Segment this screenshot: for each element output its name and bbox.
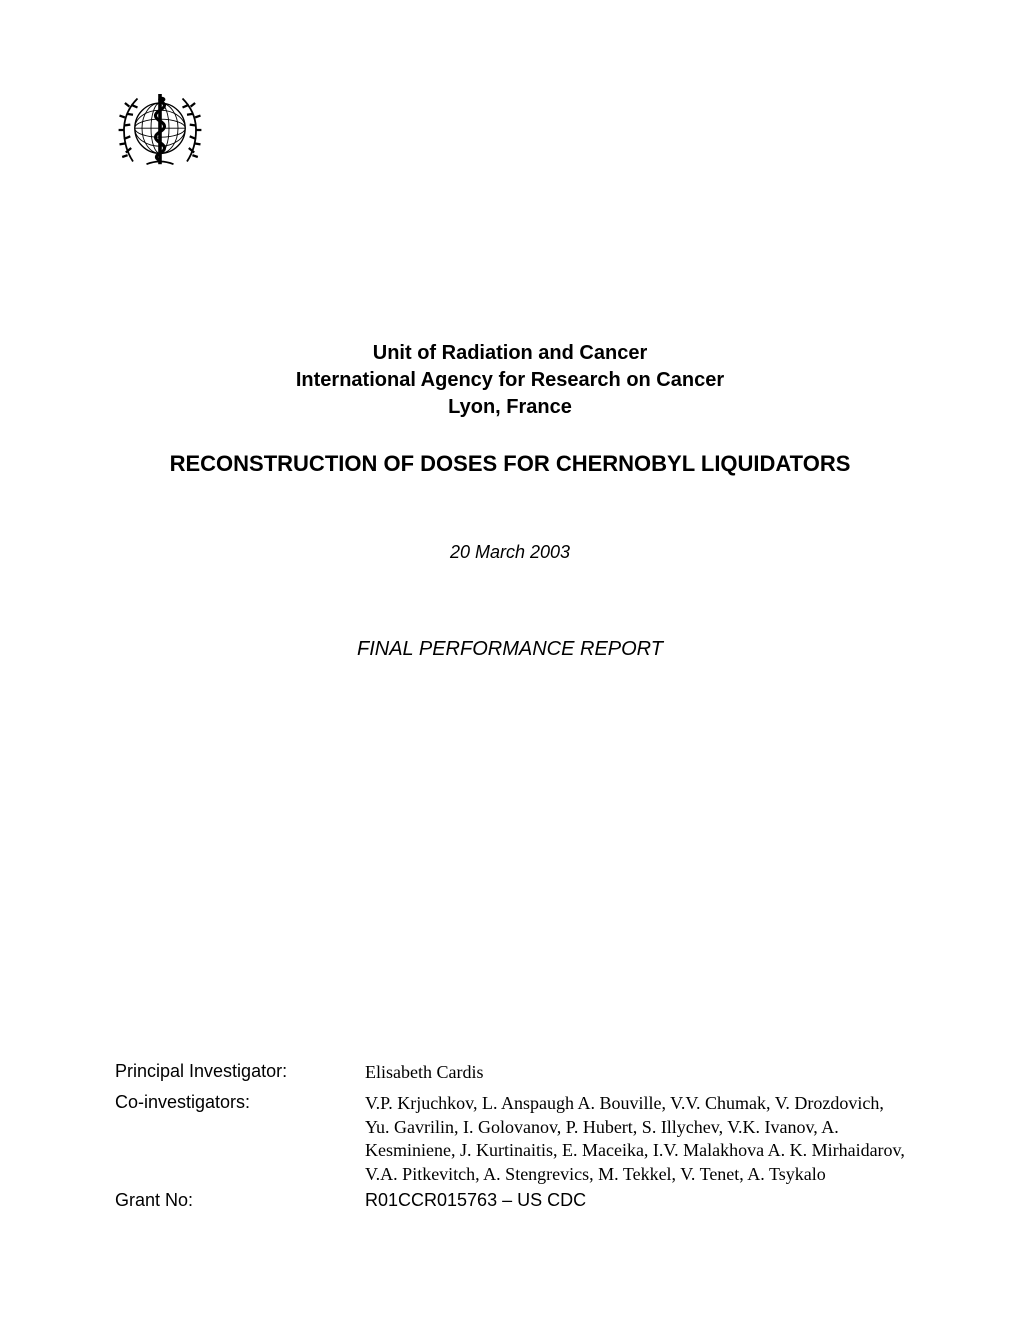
grant-number: R01CCR015763 – US CDC xyxy=(365,1190,586,1211)
principal-investigator-row: Principal Investigator: Elisabeth Cardis xyxy=(115,1061,905,1084)
principal-investigator-label: Principal Investigator: xyxy=(115,1061,365,1084)
document-date: 20 March 2003 xyxy=(115,542,905,563)
principal-investigator-name: Elisabeth Cardis xyxy=(365,1061,483,1084)
co-investigators-names: V.P. Krjuchkov, L. Anspaugh A. Bouville,… xyxy=(365,1092,905,1186)
document-title: RECONSTRUCTION OF DOSES FOR CHERNOBYL LI… xyxy=(115,451,905,477)
org-line-3: Lyon, France xyxy=(115,394,905,421)
grant-label: Grant No: xyxy=(115,1190,365,1211)
report-type: FINAL PERFORMANCE REPORT xyxy=(115,638,905,661)
org-line-2: International Agency for Research on Can… xyxy=(115,367,905,394)
grant-row: Grant No: R01CCR015763 – US CDC xyxy=(115,1190,905,1211)
org-line-1: Unit of Radiation and Cancer xyxy=(115,340,905,367)
organization-block: Unit of Radiation and Cancer Internation… xyxy=(115,340,905,421)
who-logo-icon xyxy=(115,85,205,175)
investigators-table: Principal Investigator: Elisabeth Cardis… xyxy=(115,1061,905,1211)
logo-container xyxy=(115,85,905,180)
co-investigators-label: Co-investigators: xyxy=(115,1092,365,1186)
co-investigators-row: Co-investigators: V.P. Krjuchkov, L. Ans… xyxy=(115,1092,905,1186)
